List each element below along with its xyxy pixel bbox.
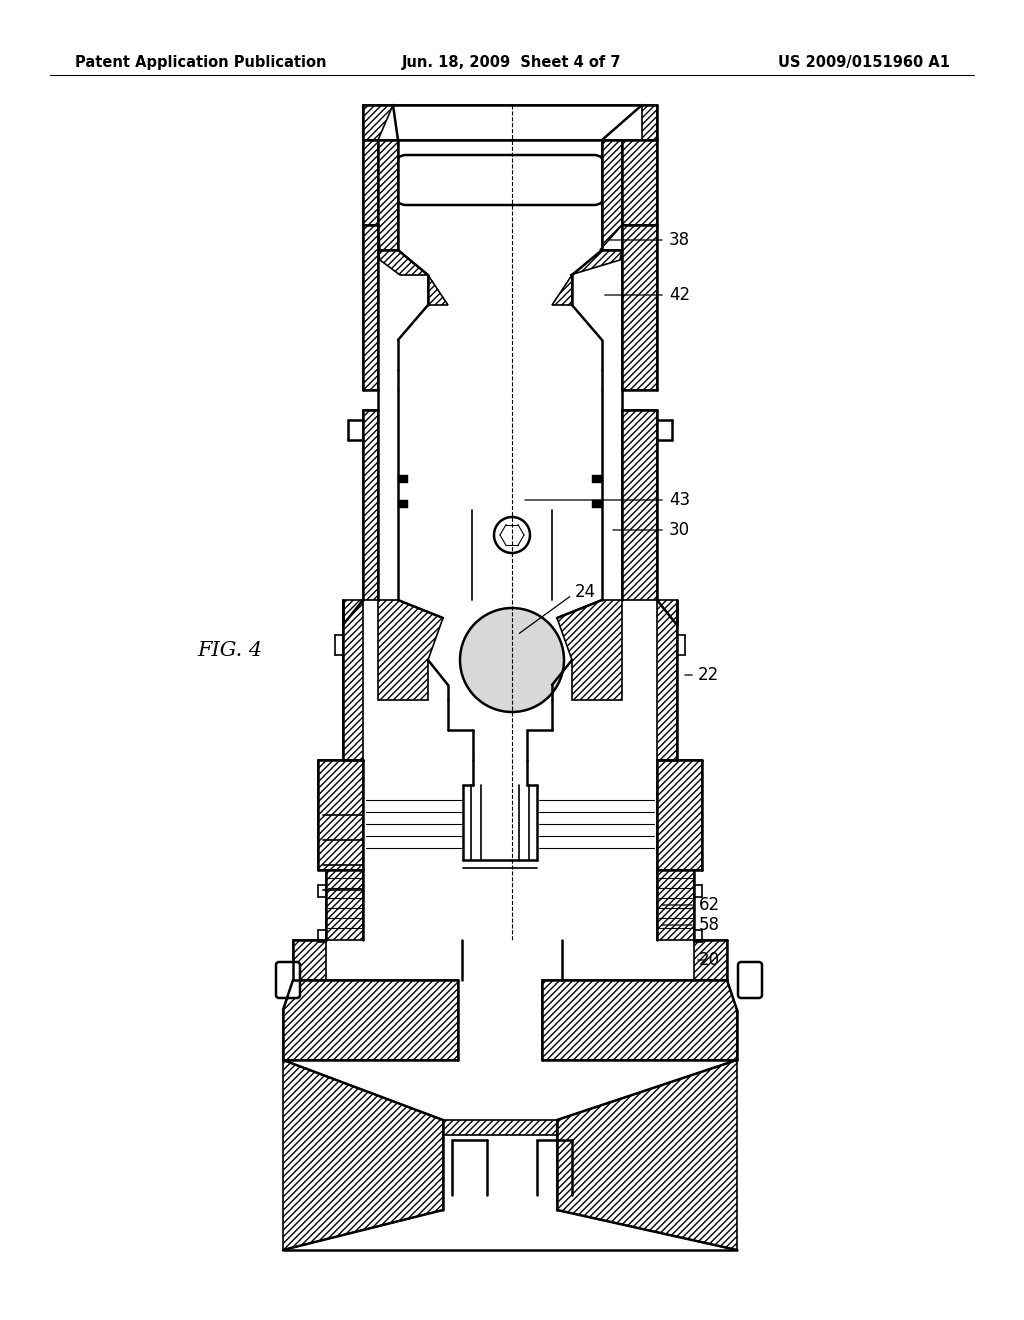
Circle shape <box>460 609 564 711</box>
Polygon shape <box>694 940 727 979</box>
FancyBboxPatch shape <box>396 154 604 205</box>
Polygon shape <box>622 140 657 224</box>
Polygon shape <box>362 106 393 140</box>
FancyBboxPatch shape <box>276 962 300 998</box>
Circle shape <box>494 517 530 553</box>
Polygon shape <box>362 106 657 140</box>
Text: 43: 43 <box>669 491 690 510</box>
Polygon shape <box>362 224 378 389</box>
Text: Patent Application Publication: Patent Application Publication <box>75 54 327 70</box>
Polygon shape <box>362 411 378 601</box>
Text: 38: 38 <box>669 231 690 249</box>
Polygon shape <box>443 1119 557 1135</box>
Polygon shape <box>592 475 602 483</box>
Polygon shape <box>622 411 657 601</box>
Polygon shape <box>293 940 326 979</box>
Polygon shape <box>600 140 622 249</box>
Polygon shape <box>570 249 622 275</box>
Polygon shape <box>343 601 362 760</box>
Polygon shape <box>398 500 408 508</box>
Text: 22: 22 <box>698 667 719 684</box>
Text: US 2009/0151960 A1: US 2009/0151960 A1 <box>778 54 950 70</box>
Polygon shape <box>542 979 737 1060</box>
Text: Jun. 18, 2009  Sheet 4 of 7: Jun. 18, 2009 Sheet 4 of 7 <box>402 54 622 70</box>
Polygon shape <box>283 1060 443 1250</box>
Polygon shape <box>283 979 458 1060</box>
Text: 30: 30 <box>669 521 690 539</box>
FancyBboxPatch shape <box>738 962 762 998</box>
Text: 42: 42 <box>669 286 690 304</box>
Polygon shape <box>362 140 378 224</box>
Text: FIG. 4: FIG. 4 <box>198 640 262 660</box>
Polygon shape <box>592 500 602 508</box>
Polygon shape <box>378 140 398 249</box>
Polygon shape <box>657 870 694 940</box>
Polygon shape <box>657 601 677 760</box>
Polygon shape <box>398 475 408 483</box>
Polygon shape <box>552 275 572 305</box>
Polygon shape <box>378 601 443 700</box>
Polygon shape <box>657 760 702 870</box>
Text: 24: 24 <box>575 583 596 601</box>
Polygon shape <box>557 1060 737 1250</box>
Text: 58: 58 <box>699 916 720 935</box>
Text: 62: 62 <box>699 896 720 913</box>
Polygon shape <box>318 760 362 870</box>
Polygon shape <box>642 106 657 140</box>
Text: 20: 20 <box>699 950 720 969</box>
Polygon shape <box>428 275 449 305</box>
Polygon shape <box>622 224 657 389</box>
Polygon shape <box>378 249 428 275</box>
Polygon shape <box>326 870 362 940</box>
Polygon shape <box>557 601 622 700</box>
